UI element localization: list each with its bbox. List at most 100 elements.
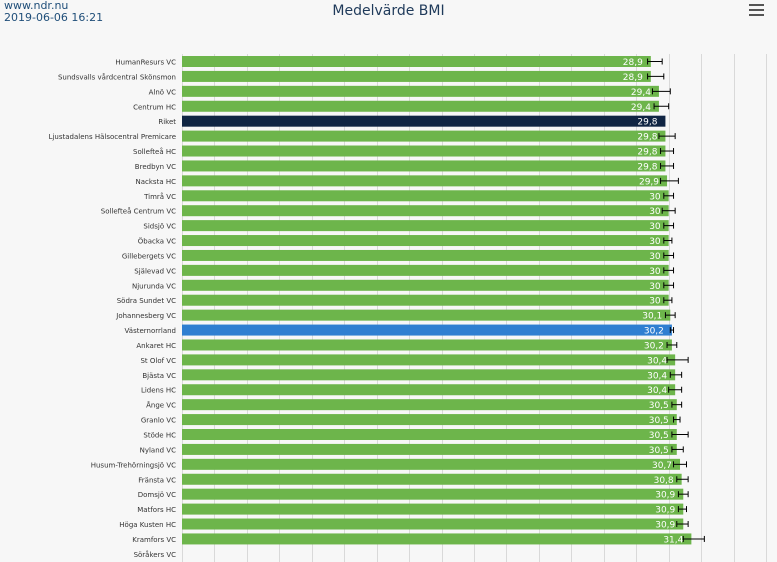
chart-title: Medelvärde BMI — [332, 3, 445, 19]
data-label: 28,9 — [623, 73, 643, 83]
category-label: Västernorrland — [125, 327, 176, 335]
category-label: Bjästa VC — [142, 372, 176, 380]
bar — [182, 294, 669, 306]
data-label: 30 — [649, 192, 661, 202]
category-label: Alnö VC — [149, 88, 176, 96]
category-label: Ankaret HC — [136, 342, 176, 350]
bar — [182, 235, 669, 247]
category-label: Husum-Trehörningsjö VC — [91, 461, 176, 469]
category-label: Söråkers VC — [134, 550, 177, 559]
data-label: 29,9 — [639, 177, 659, 187]
category-label: Domsjö VC — [138, 491, 176, 499]
data-label: 30 — [649, 252, 661, 262]
data-label: 30 — [649, 237, 661, 247]
category-label: St Olof VC — [140, 357, 176, 365]
category-label: Kramfors VC — [132, 536, 176, 544]
bar — [182, 443, 677, 455]
category-label: Själevad VC — [134, 267, 176, 275]
bar — [182, 324, 672, 336]
bar — [182, 309, 671, 321]
category-label: Sundsvalls vårdcentral Skönsmon — [58, 72, 176, 81]
data-label: 30,2 — [644, 327, 664, 337]
category-label: Johannesberg VC — [115, 312, 176, 320]
category-label: Fränsta VC — [138, 476, 176, 484]
data-label: 30 — [649, 267, 661, 277]
bar — [182, 533, 692, 545]
category-label: Ånge VC — [146, 401, 176, 410]
category-label: Höga Kusten HC — [119, 521, 176, 529]
data-label: 29,8 — [637, 118, 657, 128]
data-label: 30,9 — [655, 506, 675, 516]
category-label: Centrum HC — [133, 103, 176, 111]
bar — [182, 369, 676, 381]
bar — [182, 488, 684, 500]
data-label: 28,9 — [623, 58, 643, 68]
bar — [182, 384, 676, 396]
bar — [182, 160, 666, 172]
data-label: 29,4 — [631, 103, 651, 113]
data-label: 30,9 — [655, 491, 675, 501]
category-label: Sollefteå HC — [133, 147, 176, 156]
data-label: 29,8 — [637, 133, 657, 143]
source-url: www.ndr.nu — [4, 0, 69, 12]
data-label: 30,5 — [649, 446, 669, 456]
data-label: 30 — [649, 207, 661, 217]
bar — [182, 503, 684, 515]
category-label: Bredbyn VC — [135, 163, 176, 171]
hamburger-menu-icon[interactable] — [749, 4, 764, 17]
bar — [182, 205, 669, 217]
category-label: Njurunda VC — [132, 282, 176, 290]
data-label: 30 — [649, 282, 661, 292]
bar — [182, 429, 677, 440]
data-label: 30,8 — [654, 476, 674, 486]
bar — [182, 399, 677, 411]
data-label: 30,1 — [642, 312, 662, 322]
category-label: Öbacka VC — [138, 237, 176, 246]
bar — [182, 115, 666, 127]
category-label: Timrå VC — [143, 192, 176, 201]
bar — [182, 279, 669, 291]
bar — [182, 130, 666, 142]
bar — [182, 190, 669, 202]
bar — [182, 100, 659, 112]
bar — [182, 414, 677, 426]
bar — [182, 70, 651, 82]
bar — [182, 458, 681, 470]
category-label: Sollefteå Centrum VC — [101, 207, 176, 216]
category-label: Nacksta HC — [136, 178, 177, 186]
category-label: Gillebergets VC — [122, 252, 176, 260]
category-label: Lidens HC — [141, 387, 176, 395]
bar — [182, 249, 669, 261]
category-label: Ljustadalens Hälsocentral Premicare — [49, 133, 176, 141]
data-label: 30,2 — [644, 341, 664, 351]
category-label: Stöde HC — [143, 432, 176, 440]
bar — [182, 56, 651, 67]
category-label: Granlo VC — [141, 417, 176, 425]
category-label: Matfors HC — [137, 506, 176, 514]
bar — [182, 145, 666, 157]
data-label: 29,8 — [637, 162, 657, 172]
bar — [182, 339, 672, 351]
data-label: 30,4 — [647, 386, 667, 396]
data-label: 30 — [649, 297, 661, 307]
data-label: 30,9 — [655, 521, 675, 531]
category-label: Nyland VC — [140, 446, 177, 454]
bar — [182, 264, 669, 276]
bar — [182, 220, 669, 232]
category-label: Södra Sundet VC — [117, 297, 176, 305]
data-label: 31,4 — [663, 535, 683, 545]
data-label: 29,4 — [631, 88, 651, 98]
bar — [182, 473, 682, 485]
data-label: 30 — [649, 222, 661, 232]
data-label: 29,8 — [637, 148, 657, 158]
category-label: Riket — [158, 118, 176, 126]
data-label: 30,4 — [647, 371, 667, 381]
bar — [182, 175, 668, 187]
data-label: 30,5 — [649, 401, 669, 411]
category-label: Sidsjö VC — [143, 223, 176, 231]
bar — [182, 354, 676, 366]
category-label: HumanResurs VC — [115, 59, 176, 67]
bar — [182, 85, 659, 97]
data-label: 30,5 — [649, 431, 669, 441]
